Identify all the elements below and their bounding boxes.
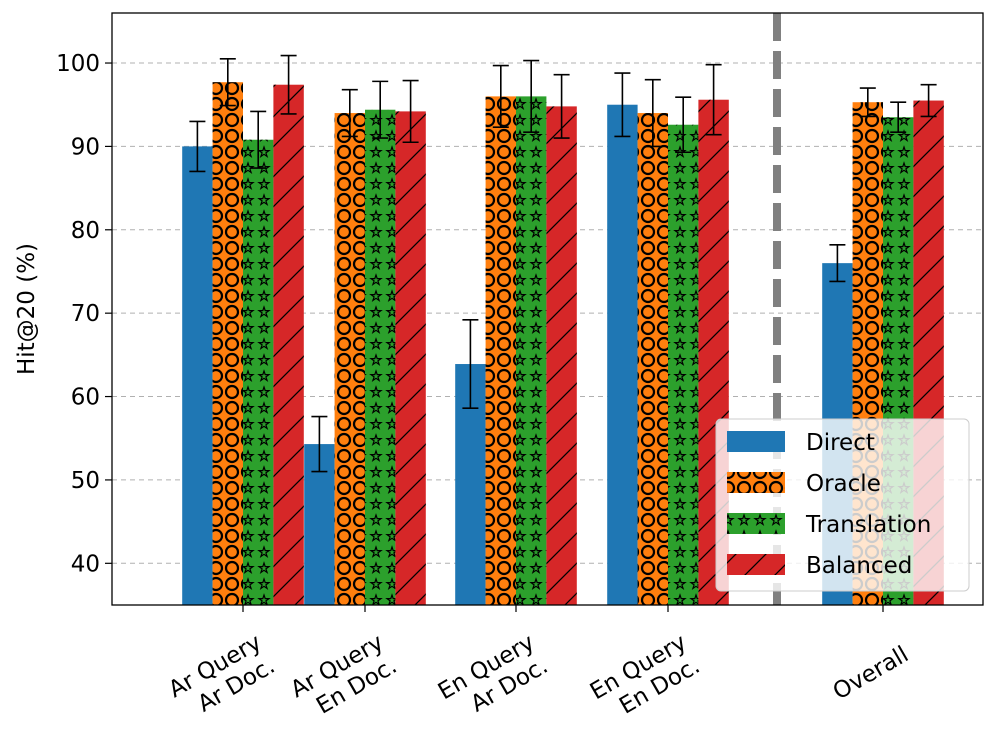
legend-swatch-direct — [727, 431, 785, 452]
bar-pattern — [668, 124, 699, 605]
x-tick-label: Overall — [829, 642, 913, 706]
y-tick-label: 50 — [71, 468, 100, 494]
bar-pattern — [243, 139, 274, 605]
y-tick-label: 90 — [71, 134, 100, 160]
y-tick-label: 80 — [71, 218, 100, 244]
bar-pattern — [637, 113, 668, 605]
y-tick-label: 40 — [71, 551, 100, 577]
legend-box — [715, 418, 970, 592]
legend-swatch-pattern — [727, 513, 785, 534]
y-tick-label: 60 — [71, 385, 100, 411]
plot-frame — [111, 12, 984, 606]
bar-pattern — [516, 96, 547, 605]
bar-pattern — [212, 82, 243, 606]
bar-pattern — [365, 109, 396, 605]
bar-pattern — [546, 106, 577, 605]
legend-label-direct: Direct — [806, 430, 875, 456]
y-tick-label: 100 — [56, 51, 100, 77]
legend: Direct Oracle Translation Balanced — [715, 418, 970, 592]
error-bars — [189, 54, 937, 473]
bar-direct — [607, 104, 638, 605]
legend-label-translation: Translation — [805, 512, 931, 538]
legend-swatch-pattern — [727, 554, 785, 575]
y-axis-title: Hit@20 (%) — [14, 243, 40, 375]
bar-pattern — [485, 96, 516, 605]
legend-label-balanced: Balanced — [806, 553, 912, 579]
y-tick-label: 70 — [71, 301, 100, 327]
bar-pattern — [395, 111, 426, 605]
bar-pattern — [334, 113, 365, 605]
x-tick-label-line1: Overall — [829, 642, 913, 706]
bar-direct — [182, 146, 213, 605]
legend-swatch-pattern — [727, 472, 785, 493]
bar-pattern — [273, 84, 304, 606]
legend-label-oracle: Oracle — [806, 471, 881, 497]
